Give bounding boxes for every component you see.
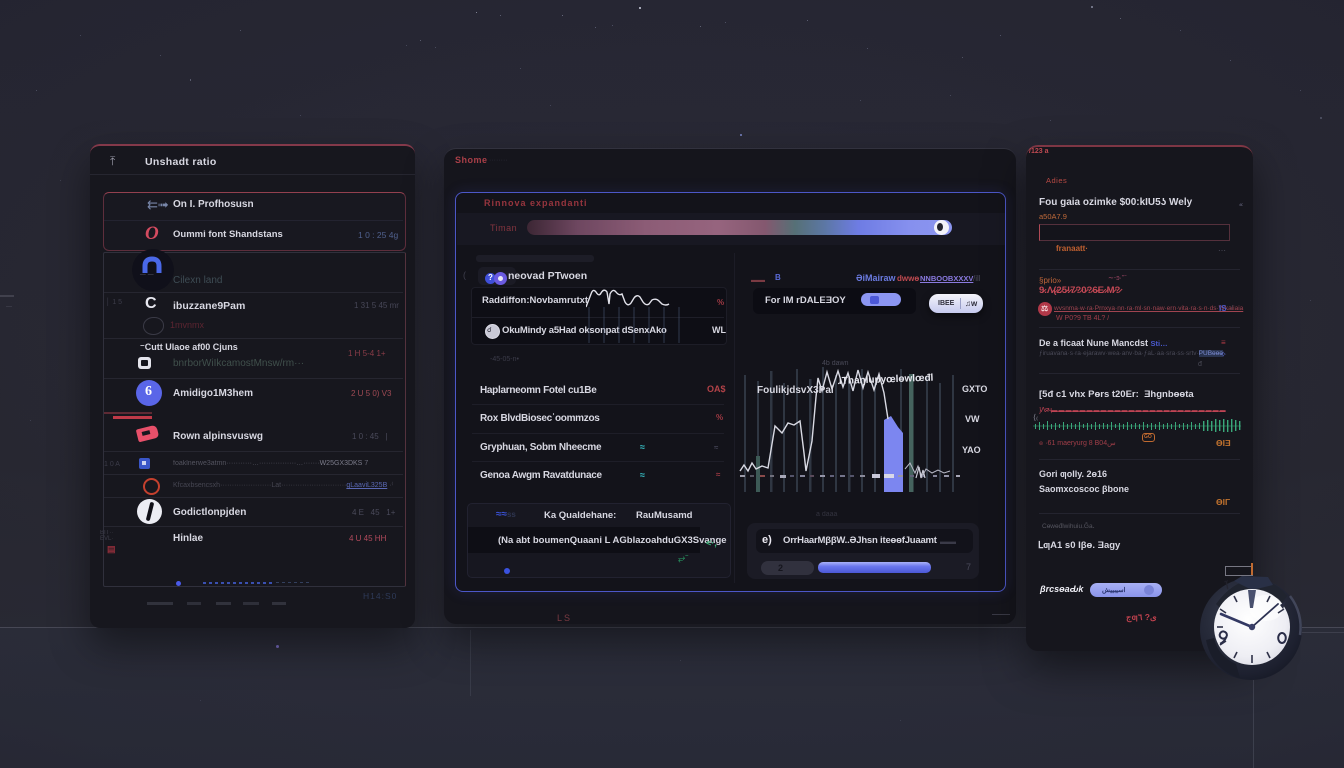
svg-text:ɹThaŋlupyœlөwlœđl: ɹThaŋlupyœlөwlœđl: [838, 373, 934, 387]
